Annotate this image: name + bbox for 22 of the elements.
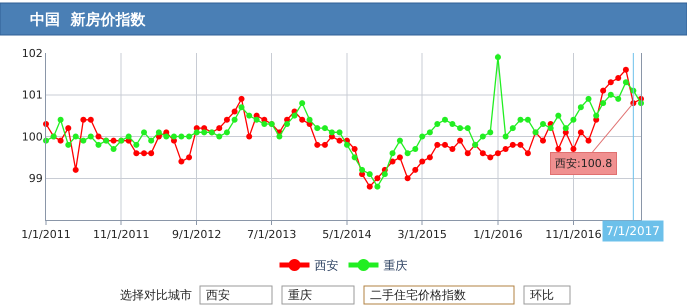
- y-tick-label: 100: [22, 130, 43, 144]
- ref-line-label: 7/1/2017: [606, 224, 660, 238]
- text: 二手住宅价格指数: [370, 288, 466, 302]
- chart-title: 中国 新房价指数: [30, 10, 146, 28]
- annotation: 西安:100.8: [555, 157, 612, 170]
- legend-label: 重庆: [384, 258, 408, 273]
- x-tick-label: 7/1/2013: [247, 228, 296, 242]
- x-tick-label: 3/1/2015: [398, 228, 447, 242]
- x-tick-label: 1/1/2016: [473, 228, 523, 242]
- text: 选择对比城市: [120, 288, 192, 302]
- y-tick-label: 102: [22, 46, 43, 60]
- y-tick-label: 101: [22, 88, 43, 102]
- text: 西安: [206, 288, 230, 302]
- x-tick-label: 1/1/2011: [21, 228, 71, 242]
- text: 环比: [530, 288, 554, 302]
- x-tick-label: 11/1/2016: [545, 228, 602, 242]
- y-tick-label: 99: [28, 172, 43, 186]
- x-tick-label: 9/1/2012: [172, 228, 222, 242]
- x-tick-label: 11/1/2011: [93, 228, 150, 242]
- text: 重庆: [288, 288, 312, 302]
- x-tick-label: 5/1/2014: [322, 228, 372, 242]
- legend-label: 西安: [314, 258, 338, 273]
